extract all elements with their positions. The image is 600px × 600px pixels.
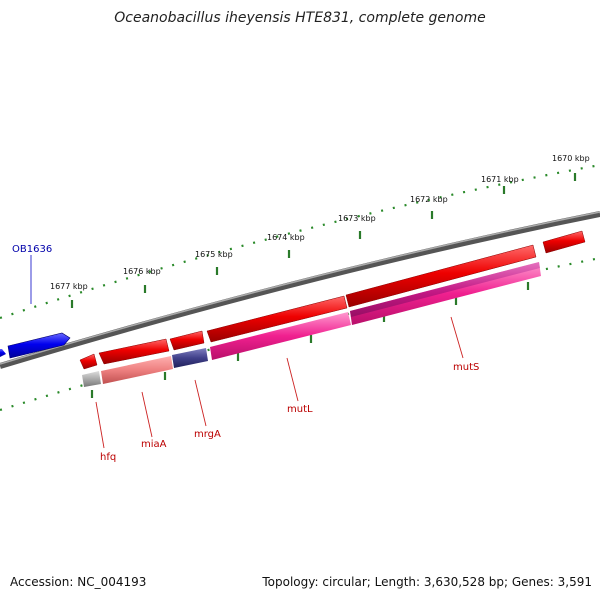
gene-hfq-feature[interactable] bbox=[82, 371, 101, 387]
gene-miaA-feature[interactable] bbox=[101, 356, 173, 384]
gene-label-mrgA[interactable]: mrgA bbox=[194, 429, 221, 440]
inner-major-ticks bbox=[90, 282, 530, 398]
tick-label: 1676 kbp bbox=[123, 267, 161, 276]
gene-mutS-cds[interactable] bbox=[345, 244, 537, 308]
gene-label-ob1636[interactable]: OB1636 bbox=[12, 244, 52, 255]
gene-mutS-feature-overlay bbox=[350, 262, 540, 317]
gene-label-mutL[interactable]: mutL bbox=[287, 404, 313, 415]
accession-text: Accession: NC_004193 bbox=[10, 575, 147, 589]
tick-label: 1675 kbp bbox=[195, 250, 233, 259]
gene-ob1636-partial[interactable] bbox=[0, 349, 6, 357]
feature-row bbox=[82, 262, 541, 387]
genome-backbone-highlight bbox=[0, 211, 600, 365]
genome-summary-text: Topology: circular; Length: 3,630,528 bp… bbox=[262, 575, 592, 589]
genome-backbone bbox=[0, 211, 600, 369]
tick-label: 1674 kbp bbox=[267, 233, 305, 242]
gene-ob1636[interactable] bbox=[7, 332, 71, 359]
tick-label: 1672 kbp bbox=[410, 195, 448, 204]
callout-lines bbox=[95, 316, 464, 449]
gene-label-mutS[interactable]: mutS bbox=[453, 362, 479, 373]
gene-mutL-feature[interactable] bbox=[210, 312, 351, 360]
tick-label: 1671 kbp bbox=[481, 175, 519, 184]
tick-label: 1677 kbp bbox=[50, 282, 88, 291]
gene-mrgA-feature[interactable] bbox=[172, 348, 208, 368]
gene-hfq-cds[interactable] bbox=[79, 353, 98, 370]
gene-mutL-cds[interactable] bbox=[206, 295, 348, 343]
gene-miaA-cds[interactable] bbox=[98, 338, 170, 365]
gene-next-cds[interactable] bbox=[542, 230, 586, 254]
outer-major-ticks bbox=[70, 173, 577, 308]
tick-label: 1670 kbp bbox=[552, 154, 590, 163]
tick-label: 1673 kbp bbox=[338, 214, 376, 223]
cds-row bbox=[79, 230, 586, 370]
gene-label-hfq[interactable]: hfq bbox=[100, 452, 116, 463]
gene-label-miaA[interactable]: miaA bbox=[141, 439, 167, 450]
scale-ring-outer bbox=[0, 163, 600, 320]
map-title: Oceanobacillus iheyensis HTE831, complet… bbox=[114, 10, 486, 26]
gene-mrgA-cds[interactable] bbox=[169, 330, 205, 351]
